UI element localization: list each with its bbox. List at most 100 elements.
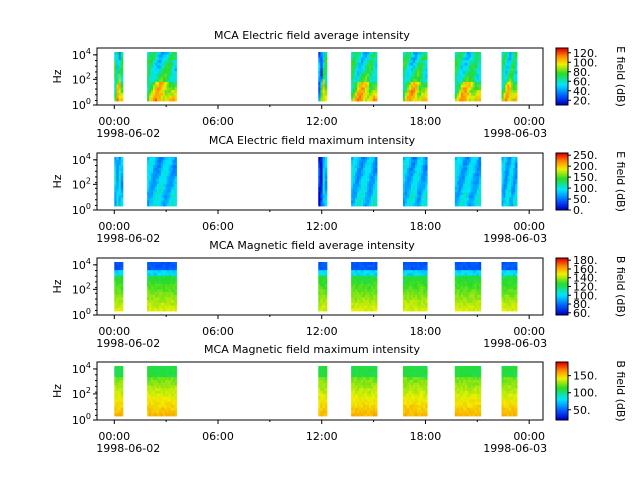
x-tick-label: 18:00 [410,220,442,233]
x-tick-label: 00:00 [513,430,545,443]
colorbar-frame [555,47,569,106]
data-segment [501,366,518,417]
panel-3: MCA Magnetic field average intensity 104 1… [51,239,627,350]
colorbar-label: B field (dB) [614,256,627,317]
data-segment [501,52,518,102]
x-tick-label: 12:00 [306,430,338,443]
colorbar-label: E field (dB) [614,46,627,107]
plot-frame [96,47,544,106]
panel-1: MCA Electric field average intensity 104 1… [51,29,627,140]
y-tick-label: 104 [72,361,91,376]
data-segment [351,157,378,207]
colorbar: 150. 100. 50. B field (dB) [555,360,627,422]
x-tick-label: 00:00 [98,220,130,233]
data-segment [114,262,124,312]
colorbar-tick-label: 100. [573,387,598,400]
x-tick-label: 18:00 [410,325,442,338]
data-segment [147,262,177,312]
colorbar-label: B field (dB) [614,360,627,421]
y-axis-label: Hz [51,384,64,398]
data-segment [147,52,177,102]
x-tick-label: 18:00 [410,430,442,443]
colorbar-tick-label: 60. [573,75,591,88]
y-tick-label: 102 [72,176,91,191]
x-date-label-start: 1998-06-02 [96,442,160,455]
x-tick-label: 06:00 [202,325,234,338]
x-date-label-start: 1998-06-02 [96,127,160,140]
x-tick-label: 18:00 [410,115,442,128]
y-axis-label: Hz [51,279,64,293]
x-tick-label: 06:00 [202,115,234,128]
x-tick-label: 00:00 [513,115,545,128]
data-segment [402,157,428,207]
data-segment [351,52,378,102]
panel-title: MCA Electric field maximum intensity [209,134,416,147]
colorbar-tick-label: 80. [573,298,591,311]
y-tick-label: 104 [72,257,91,272]
x-date-label-start: 1998-06-02 [96,232,160,245]
data-segment [454,366,482,417]
data-segment [318,262,328,312]
y-axis-label: Hz [51,174,64,188]
colorbar-tick-label: 100. [573,56,598,69]
plot-frame [96,361,544,421]
x-date-label-end: 1998-06-03 [483,232,547,245]
x-tick-label: 00:00 [513,325,545,338]
x-date-label-start: 1998-06-02 [96,337,160,350]
panel-4: MCA Magnetic field maximum intensity 104 1… [51,343,627,455]
x-tick-label: 06:00 [202,430,234,443]
colorbar-tick-label: 20. [573,94,591,107]
colorbar-tick-label: 0. [573,204,584,217]
x-tick-label: 12:00 [306,325,338,338]
colorbar-frame [555,361,569,421]
x-date-label-end: 1998-06-03 [483,337,547,350]
data-segment [454,157,482,207]
colorbar-tick-label: 50. [573,193,591,206]
colorbar-tick-label: 120. [573,47,598,60]
colorbar-frame [555,152,569,211]
colorbar-tick-label: 50. [573,404,591,417]
data-segment [402,52,428,102]
y-tick-label: 100 [72,412,91,427]
x-tick-label: 00:00 [98,430,130,443]
colorbar-tick-label: 100. [573,182,598,195]
colorbar-tick-label: 80. [573,66,591,79]
data-segment [114,157,124,207]
colorbar-tick-label: 40. [573,85,591,98]
x-tick-label: 12:00 [306,115,338,128]
data-segment [351,366,378,417]
colorbar-tick-label: 100. [573,289,598,302]
data-segment [351,262,378,312]
y-tick-label: 100 [72,97,91,112]
colorbar-tick-label: 200. [573,160,598,173]
x-date-label-end: 1998-06-03 [483,442,547,455]
data-segment [318,52,328,102]
colorbar-tick-label: 160. [573,263,598,276]
colorbar-tick-label: 180. [573,254,598,267]
colorbar-tick-label: 250. [573,149,598,162]
data-segment [454,52,482,102]
x-date-label-end: 1998-06-03 [483,127,547,140]
panel-title: MCA Magnetic field average intensity [209,239,415,252]
plot-frame [96,152,544,211]
data-segment [402,366,428,417]
x-tick-label: 00:00 [513,220,545,233]
x-tick-label: 06:00 [202,220,234,233]
data-segment [454,262,482,312]
plot-frame [96,257,544,316]
data-segment [501,262,518,312]
panel-2: MCA Electric field maximum intensity 104 1… [51,134,627,245]
colorbar-tick-label: 150. [573,370,598,383]
y-tick-label: 100 [72,202,91,217]
colorbar-tick-label: 140. [573,272,598,285]
colorbar-tick-label: 120. [573,281,598,294]
x-tick-label: 12:00 [306,220,338,233]
data-segment [318,157,328,207]
y-tick-label: 102 [72,71,91,86]
y-tick-label: 104 [72,47,91,62]
data-segment [318,366,328,417]
data-segment [114,366,124,417]
x-tick-label: 00:00 [98,115,130,128]
y-tick-label: 100 [72,307,91,322]
